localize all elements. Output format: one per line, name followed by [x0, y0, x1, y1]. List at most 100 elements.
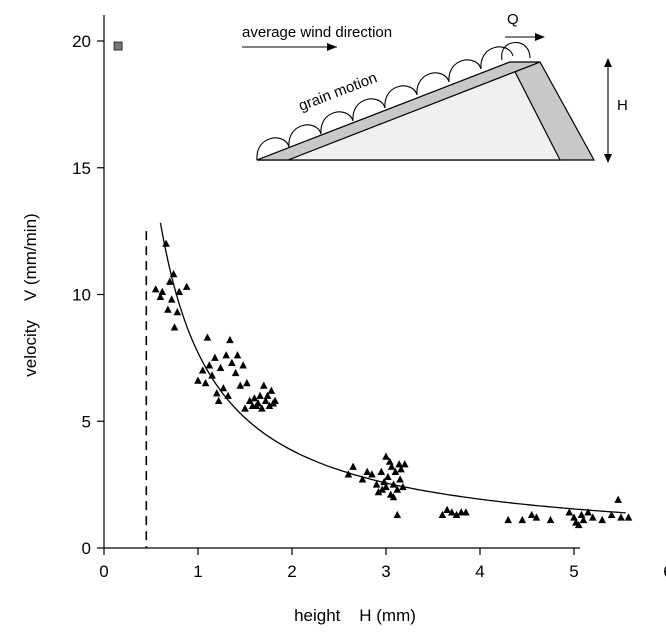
x-tick-label: 2	[287, 562, 296, 581]
data-point	[518, 515, 527, 524]
data-point	[368, 470, 376, 478]
data-point	[203, 333, 212, 341]
data-point	[201, 379, 210, 387]
height-arrowhead-bottom	[604, 154, 612, 163]
legend-marker	[113, 41, 123, 51]
data-point	[452, 510, 461, 519]
data-point	[389, 480, 398, 488]
y-axis-title: velocity V (mm/min)	[21, 213, 40, 376]
data-point	[233, 351, 242, 359]
data-point	[198, 366, 207, 374]
data-point	[363, 467, 371, 475]
data-point	[387, 462, 396, 470]
data-point	[231, 368, 240, 377]
data-point	[401, 460, 409, 468]
data-point	[358, 475, 367, 483]
data-point	[211, 353, 219, 361]
y-tick-label: 5	[82, 412, 91, 431]
data-point	[228, 358, 236, 366]
x-tick-label: 3	[381, 562, 390, 581]
data-point	[377, 467, 386, 475]
x-tick-label: 5	[569, 562, 578, 581]
data-point	[448, 508, 456, 516]
data-point	[384, 472, 392, 481]
data-point	[214, 396, 223, 404]
data-point	[256, 391, 264, 399]
grain-hop-trajectories	[256, 41, 531, 161]
data-point	[173, 308, 182, 316]
data-point	[378, 485, 387, 493]
data-point	[208, 371, 216, 379]
y-tick-label: 0	[82, 539, 91, 558]
x-axis-title: height H (mm)	[294, 606, 416, 625]
data-point	[391, 467, 400, 475]
data-point	[261, 396, 270, 404]
data-point	[374, 488, 383, 496]
data-point	[267, 386, 276, 394]
data-point	[151, 285, 160, 293]
data-point	[263, 391, 272, 399]
data-point	[265, 401, 274, 410]
data-point	[462, 508, 470, 516]
data-point	[167, 295, 176, 303]
flux-arrowhead	[535, 33, 545, 41]
grain-motion-label: grain motion	[296, 69, 379, 114]
data-point	[254, 399, 262, 407]
data-point	[382, 452, 390, 460]
data-point	[170, 323, 179, 331]
data-point	[589, 513, 597, 521]
data-point	[393, 510, 402, 519]
square-marker	[113, 41, 123, 51]
data-point	[239, 361, 247, 369]
data-point	[438, 510, 447, 519]
x-tick-label: 1	[193, 562, 202, 581]
data-point	[389, 493, 398, 501]
data-point	[372, 480, 381, 488]
data-point	[224, 391, 232, 399]
data-point	[156, 292, 165, 301]
data-point	[607, 510, 616, 519]
height-arrowhead-top	[604, 58, 612, 67]
y-tick-label: 20	[72, 32, 91, 51]
data-point	[579, 515, 588, 524]
data-point	[158, 287, 167, 295]
tick-group: 0 1 2 3 4 5 6 0 5 10 15 20	[72, 32, 666, 581]
data-point	[271, 396, 279, 404]
data-point	[164, 305, 172, 313]
data-point	[245, 396, 254, 404]
data-point	[250, 394, 259, 402]
data-point	[584, 508, 592, 516]
data-point	[344, 470, 353, 478]
data-point	[241, 404, 249, 412]
data-point	[617, 513, 625, 521]
data-point	[527, 510, 536, 519]
data-point	[175, 287, 183, 295]
height-label: H	[617, 97, 628, 114]
data-point	[397, 465, 405, 473]
x-tick-label: 0	[99, 562, 108, 581]
data-point	[598, 515, 606, 524]
data-point	[260, 381, 268, 389]
data-point	[222, 351, 230, 359]
data-point	[393, 485, 402, 493]
data-point	[166, 277, 174, 285]
data-point	[258, 404, 266, 412]
data-point	[243, 379, 251, 387]
axes	[103, 15, 580, 549]
data-point	[162, 239, 170, 247]
data-point	[614, 495, 622, 503]
flux-label: Q	[507, 11, 519, 28]
data-point	[577, 510, 586, 519]
data-point	[213, 389, 221, 397]
data-point	[443, 505, 451, 513]
data-point	[182, 282, 191, 290]
dune-inset-diagram: average wind direction grain motion Q H	[242, 11, 628, 163]
data-point	[396, 475, 404, 483]
wind-direction-label: average wind direction	[242, 24, 392, 41]
data-point	[226, 335, 234, 344]
data-point	[546, 515, 555, 524]
data-points	[151, 239, 633, 529]
data-point	[169, 270, 178, 278]
data-point	[532, 513, 541, 521]
data-point	[624, 513, 633, 521]
